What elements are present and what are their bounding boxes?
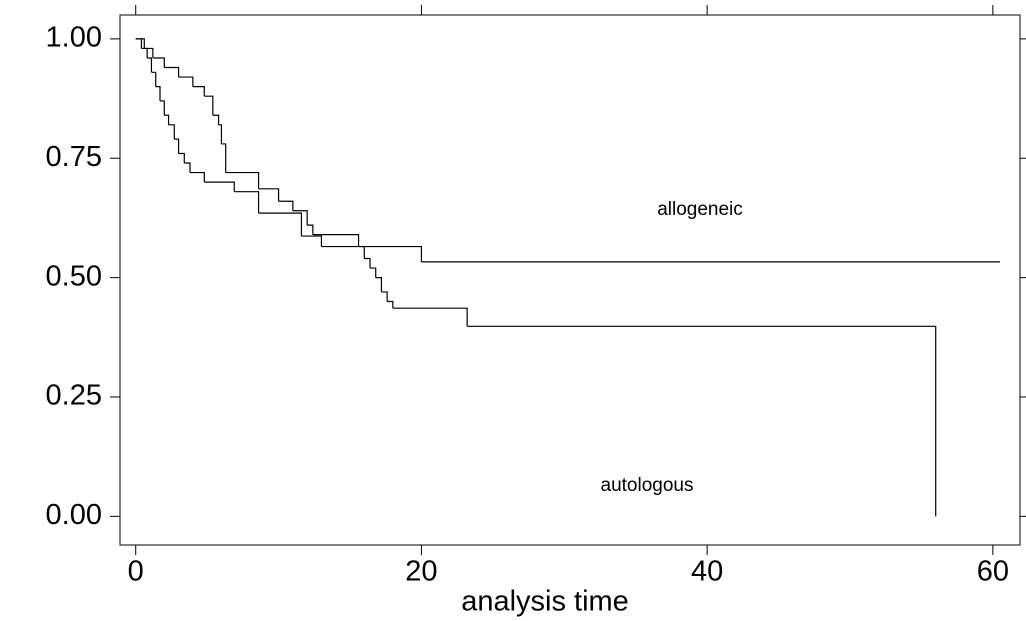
y-tick-label: 1.00: [46, 22, 102, 54]
survival-step: [278, 200, 294, 211]
survival-step: [168, 124, 175, 140]
survival-step: [467, 325, 937, 517]
survival-step: [258, 188, 280, 202]
x-tick-label: 40: [691, 556, 723, 588]
survival-step: [218, 124, 223, 144]
x-tick-label: 60: [977, 556, 1009, 588]
y-tick-label: 0.50: [46, 260, 102, 292]
series-label: autologous: [601, 475, 694, 496]
survival-step: [234, 191, 260, 214]
survival-step: [221, 143, 227, 173]
survival-step: [375, 277, 383, 292]
survival-step: [164, 66, 180, 78]
y-tick-label: 0.00: [46, 499, 102, 531]
x-tick-label: 20: [405, 556, 437, 588]
survival-step: [135, 38, 145, 49]
survival-step: [190, 171, 205, 183]
survival-step: [174, 138, 180, 154]
survival-step: [387, 300, 394, 309]
survival-step: [178, 152, 185, 164]
survival-step: [321, 245, 423, 262]
survival-step: [225, 171, 260, 189]
survival-step: [184, 162, 191, 173]
survival-step: [204, 181, 235, 192]
survival-step: [292, 210, 308, 226]
survival-step: [135, 38, 143, 49]
survival-step: [147, 57, 153, 73]
x-axis-label: analysis time: [461, 586, 629, 618]
y-tick-label: 0.25: [46, 380, 102, 412]
survival-step: [160, 100, 165, 116]
survival-step: [212, 114, 220, 125]
survival-step: [358, 245, 365, 259]
survival-step: [364, 257, 371, 269]
survival-step: [155, 86, 161, 101]
survival-step: [152, 57, 165, 68]
survival-step: [204, 95, 214, 116]
plot-frame: [119, 14, 1021, 546]
survival-step: [192, 86, 205, 97]
survival-step: [301, 235, 323, 247]
survival-step: [258, 212, 303, 237]
survival-step: [370, 267, 377, 278]
survival-step: [164, 114, 170, 125]
series-label: allogeneic: [657, 199, 743, 220]
survival-step: [307, 224, 314, 235]
survival-step: [141, 47, 148, 58]
survival-step: [392, 307, 468, 327]
survival-step: [312, 234, 360, 247]
survival-step: [144, 47, 154, 58]
survival-step: [151, 71, 157, 87]
x-tick-label: 0: [128, 556, 144, 588]
y-tick-label: 0.75: [46, 141, 102, 173]
survival-step: [178, 76, 194, 87]
survival-step: [381, 291, 388, 302]
